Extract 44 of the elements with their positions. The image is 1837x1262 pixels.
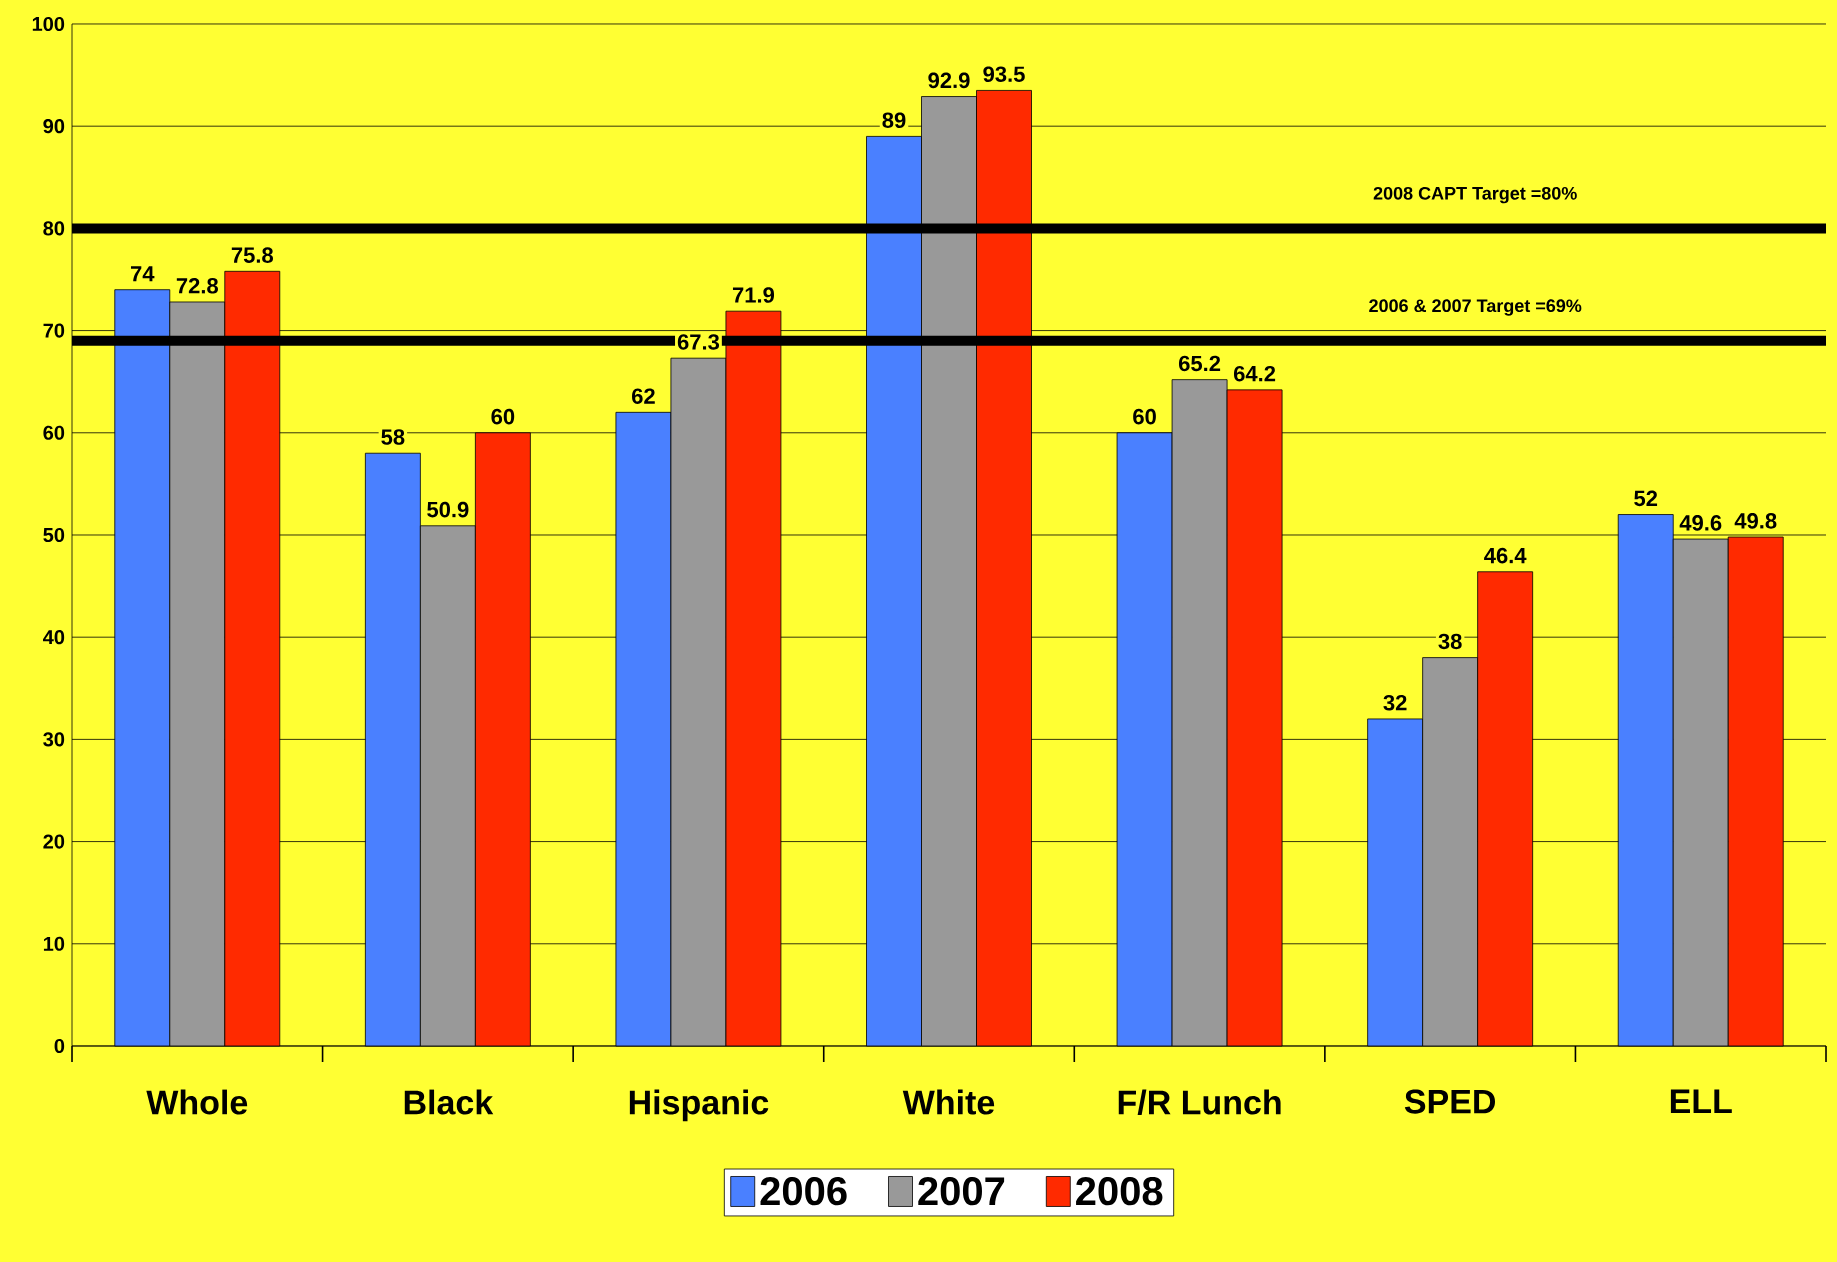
data-label: 58 [381,429,405,445]
x-tick-label: SPED [1404,1089,1496,1114]
y-tick-label: 90 [43,119,65,134]
ref-line-label: 2008 CAPT Target =80% [1373,186,1577,204]
y-tick-label: 10 [43,936,65,951]
data-label: 38 [1438,633,1462,650]
data-label: 60 [491,408,515,425]
data-label: 50.9 [427,501,469,518]
y-tick-label: 80 [43,221,65,236]
x-tick-label: ELL [1670,1089,1732,1113]
data-label: 62 [632,388,655,404]
legend-label: 2007 [918,1177,1005,1206]
legend-label: 2008 [1076,1177,1163,1206]
y-tick-label: 30 [43,732,65,747]
x-tick-label: F/R Lunch [1118,1089,1281,1115]
y-tick-label: 60 [43,425,65,440]
x-tick-label: White [902,1089,995,1115]
y-tick-label: 0 [54,1038,65,1054]
data-label: 72.8 [176,278,219,294]
data-label: 89 [882,112,906,129]
y-tick-label: 50 [43,527,65,543]
data-label: 32 [1383,694,1407,711]
data-label: 74 [131,266,155,282]
data-label: 71.9 [732,287,775,303]
data-label: 92.9 [928,72,970,89]
ref-line-label: 2006 & 2007 Target =69% [1369,299,1582,316]
data-label: 49.8 [1734,513,1777,529]
data-label: 65.2 [1178,355,1221,372]
x-tick-label: Black [404,1089,494,1115]
x-tick-label: Whole [146,1089,248,1115]
data-label: 60 [1133,408,1156,425]
y-tick-label: 40 [43,630,65,645]
y-tick-label: 70 [43,323,65,338]
y-tick-label: 20 [43,834,65,849]
data-label: 67.3 [677,334,720,350]
y-tick-label: 100 [32,16,65,32]
data-label: 64.2 [1233,365,1276,382]
legend-label: 2006 [760,1177,847,1206]
data-label: 52 [1634,490,1658,507]
data-label: 46.4 [1484,547,1527,564]
data-label: 49.6 [1679,515,1722,531]
data-label: 75.8 [231,247,274,263]
data-label: 93.5 [983,66,1025,83]
x-tick-label: Hispanic [629,1089,769,1122]
